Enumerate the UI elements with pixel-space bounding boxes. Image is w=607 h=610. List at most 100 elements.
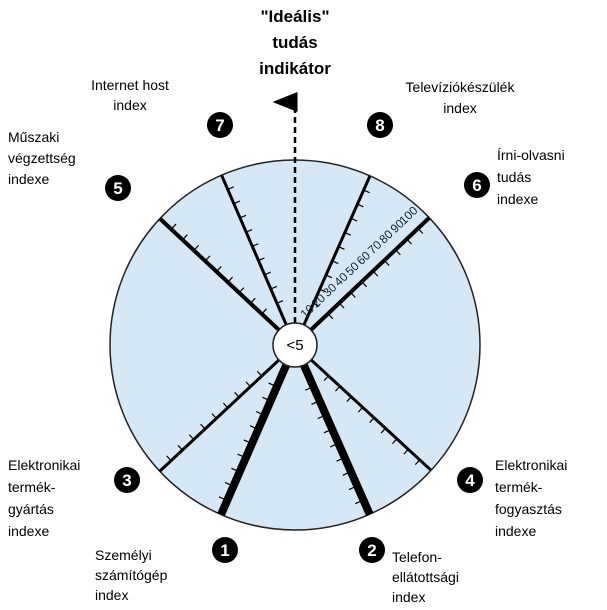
spoke-tick [403, 448, 409, 455]
spoke-tick [319, 288, 326, 293]
spoke-tick [243, 439, 253, 445]
axis-label: termék- [8, 479, 56, 495]
spoke-tick [380, 427, 386, 434]
spoke-tick [406, 238, 413, 245]
axis-label: indexe [8, 523, 49, 539]
spoke-tick [395, 249, 401, 256]
spoke-tick [204, 255, 211, 262]
spoke-tick [350, 291, 356, 298]
spoke-tick [264, 271, 271, 276]
axis-label: ellátottsági [392, 569, 459, 585]
spoke-tick [237, 453, 247, 459]
spoke-tick [270, 285, 277, 290]
spoke-tick [218, 496, 228, 501]
spoke-tick [231, 467, 240, 473]
spoke-tick [276, 300, 284, 304]
spoke-tick [344, 232, 352, 236]
axis-label: számítógép [95, 567, 168, 583]
spoke-tick [227, 186, 234, 190]
spoke-tick [350, 217, 358, 222]
axis-number-badge [464, 172, 490, 198]
axis-label: Elektronikai [8, 457, 80, 473]
spoke [220, 174, 289, 328]
axis-label: index [392, 589, 425, 605]
spoke-tick [227, 276, 234, 283]
spoke-tick [166, 455, 172, 462]
spoke-tick [332, 260, 339, 265]
spoke-tick [417, 227, 424, 234]
spoke-tick [188, 434, 195, 440]
spoke-tick [336, 456, 345, 462]
spoke-tick [170, 223, 177, 230]
spoke-tick [414, 459, 421, 466]
spoke-tick [325, 274, 333, 279]
spoke-tick [177, 444, 183, 451]
axis-label: Írni-olvasni [497, 147, 565, 163]
axis-label: Televíziókészülék [406, 79, 516, 95]
axis-label: Elektronikai [495, 457, 567, 473]
spoke-tick [200, 423, 206, 430]
axis-label: Műszaki [8, 129, 59, 145]
axis-label: Internet host [91, 77, 169, 93]
spoke-tick [335, 385, 341, 392]
title: "Ideális" [260, 7, 329, 26]
center-label: <5 [286, 337, 303, 354]
spoke-tick [224, 482, 234, 487]
axis-label: tudás [497, 169, 531, 185]
axis-number-badge [367, 112, 393, 138]
spoke-tick [342, 471, 352, 476]
axis-number: 1 [220, 541, 229, 560]
spoke-tick [211, 413, 217, 419]
spoke-tick [258, 257, 265, 262]
spoke-tick [268, 382, 278, 388]
spoke-tick [323, 428, 333, 434]
spoke-tick [311, 400, 320, 405]
spoke-tick [304, 386, 314, 391]
spoke-tick [369, 417, 375, 424]
spoke-tick [261, 308, 267, 315]
spoke-tick [233, 200, 241, 205]
axis-number: 4 [465, 471, 475, 490]
axis-label: termék- [495, 479, 543, 495]
axis-label: indexe [495, 523, 536, 539]
axis-label: fogyasztás [495, 501, 562, 517]
spoke [158, 217, 282, 333]
axis-number: 3 [122, 471, 131, 490]
spoke-tick [193, 244, 200, 251]
axis-label: index [113, 97, 146, 113]
spoke-tick [238, 287, 245, 294]
spoke-tick [250, 297, 256, 304]
spoke-tick [262, 396, 271, 402]
spoke [308, 357, 433, 472]
axis-number: 8 [375, 116, 384, 135]
axis-label: index [443, 100, 476, 116]
spoke-tick [222, 402, 229, 409]
spoke-tick [249, 425, 259, 430]
axis-number: 2 [367, 541, 376, 560]
title: tudás [272, 33, 317, 52]
spoke [299, 361, 374, 516]
spoke-tick [354, 499, 364, 505]
spoke-tick [252, 243, 259, 247]
axis-label: végzettség [8, 150, 76, 166]
spoke [217, 361, 291, 517]
spoke-tick [372, 270, 379, 277]
spoke [158, 357, 282, 473]
axis-number-badge [114, 467, 140, 493]
spoke-tick [363, 189, 370, 194]
title: indikátor [259, 59, 331, 78]
spoke [301, 175, 372, 328]
axis-label: gyártás [8, 501, 54, 517]
axis-label: Telefon- [392, 549, 442, 565]
axis-number-badge [105, 175, 131, 201]
spoke-tick [216, 266, 222, 272]
axis-number-badge [359, 537, 385, 563]
spoke-tick [245, 381, 251, 388]
axis-label: indexe [497, 191, 538, 207]
spoke-tick [392, 438, 398, 445]
spoke-tick [361, 281, 368, 288]
spoke-tick [327, 313, 334, 320]
axis-number-badge [212, 537, 238, 563]
spoke-tick [234, 392, 240, 398]
axis-number-badge [457, 467, 483, 493]
